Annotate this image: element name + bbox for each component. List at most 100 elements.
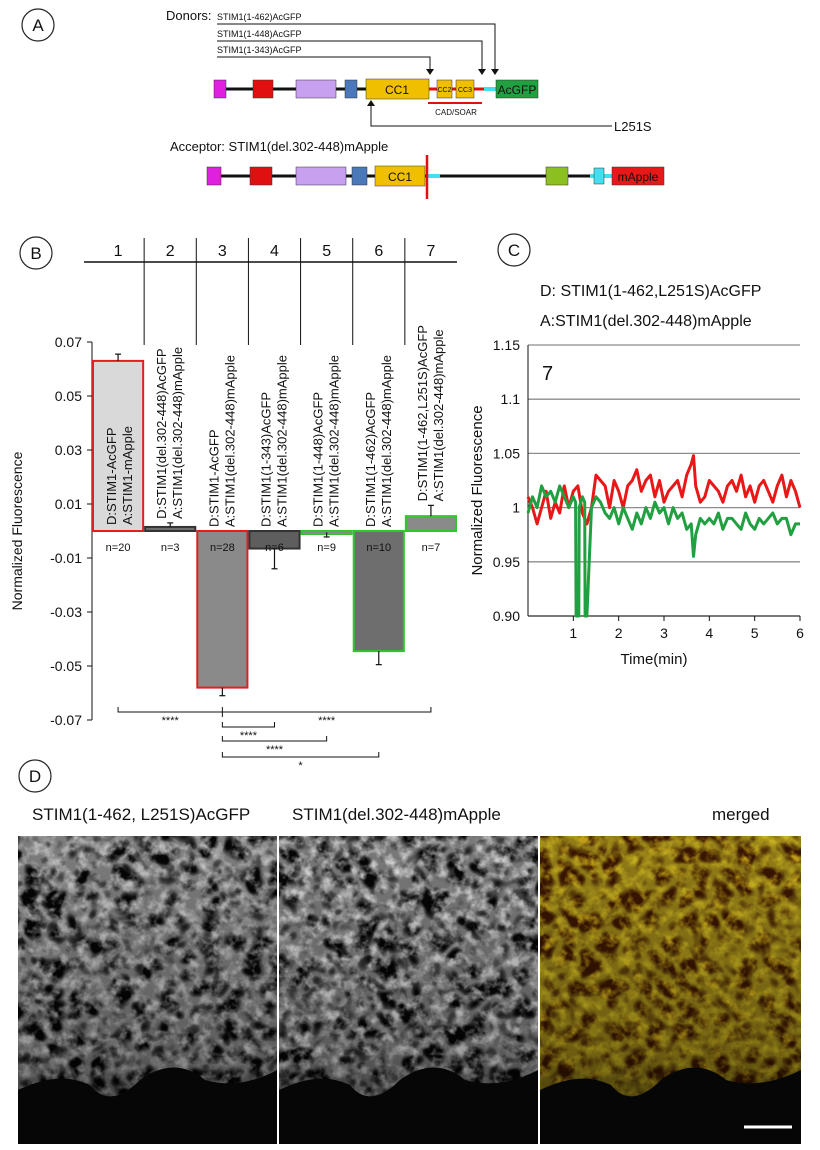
condition-acceptor: A:STIM1(del.302-448)mApple <box>222 355 237 527</box>
trace-annotation: 7 <box>542 363 553 385</box>
donor-arrows <box>217 23 496 74</box>
panel-b-badge <box>19 236 53 270</box>
y-tick-label: 0.90 <box>493 608 520 624</box>
condition-acceptor: A:STIM1(del.302-448)mApple <box>327 355 342 527</box>
acceptor-domain-blue <box>351 166 368 186</box>
x-tick-label: 5 <box>751 625 759 641</box>
condition-acceptor: A:STIM1-mApple <box>120 426 135 525</box>
condition-donor: D:STIM1(del.302-448)AcGFP <box>154 348 169 519</box>
series-line-acceptor <box>526 454 802 526</box>
bar <box>92 359 145 532</box>
acceptor-cc1-label: CC1 <box>388 170 412 184</box>
y-tick-label: 1.05 <box>493 445 520 461</box>
acceptor-domain-cyan <box>593 167 605 185</box>
category-label: 2 <box>166 243 175 260</box>
condition-acceptor: A:STIM1(del.302-448)mApple <box>170 347 185 519</box>
donor-domain-magenta <box>213 79 227 99</box>
cad-soar-label: CAD/SOAR <box>435 108 477 117</box>
bar <box>404 515 458 533</box>
condition-donor: D:STIM1-AcGFP <box>206 429 221 527</box>
image-title-merged: merged <box>712 805 770 824</box>
n-label: n=3 <box>161 542 180 554</box>
x-axis-label: Time(min) <box>621 651 688 668</box>
acceptor-domain-red <box>249 166 273 186</box>
condition-donor: D:STIM1(1-343)AcGFP <box>259 392 274 527</box>
micrograph-mapple <box>279 836 538 1144</box>
acceptor-domain-lime <box>545 166 569 186</box>
y-tick-label: 0.95 <box>493 554 520 570</box>
line-chart-c: 1.15 1.1 1.05 1 0.95 0.90 1 2 3 4 5 6 Time(min) Norma… <box>469 337 804 668</box>
bar <box>144 525 197 533</box>
acceptor-domain-mapple <box>611 166 665 186</box>
condition-donor: D:STIM1(1-462)AcGFP <box>363 392 378 527</box>
significance-label: **** <box>162 715 180 727</box>
condition-donor: D:STIM1(1-448)AcGFP <box>311 392 326 527</box>
donor-domain-lavender <box>295 79 337 99</box>
category-label: 7 <box>426 243 435 260</box>
significance-label: **** <box>318 715 336 727</box>
panel-a-badge <box>21 8 55 42</box>
significance-label: **** <box>266 744 284 756</box>
panel-c: C D: STIM1(1-462,L251S)AcGFP A:STIM1(del… <box>469 233 804 668</box>
y-tick-label: -0.07 <box>50 712 82 728</box>
donors-label: Donors: <box>166 8 212 23</box>
micrograph-acgfp <box>18 836 277 1144</box>
image-title-mapple: STIM1(del.302-448)mApple <box>292 805 501 824</box>
panel-b-label: B <box>30 244 41 263</box>
category-label: 3 <box>218 243 227 260</box>
y-axis-label: Normalized Fluorescence <box>9 451 25 610</box>
n-label: n=20 <box>106 542 131 554</box>
y-tick-label: 0.01 <box>55 496 82 512</box>
y-tick-label: 0.03 <box>55 442 82 458</box>
donor-domain-blue <box>344 79 358 99</box>
micrograph-merged <box>540 836 801 1144</box>
x-tick-label: 1 <box>569 625 577 641</box>
y-tick-label: 0.05 <box>55 388 82 404</box>
significance-label: **** <box>240 730 258 742</box>
condition-donor: D:STIM1-AcGFP <box>104 427 119 525</box>
mutation-arrow <box>370 101 612 127</box>
category-label: 6 <box>374 243 383 260</box>
donor-domain-cc3 <box>455 79 475 99</box>
y-tick-label: -0.01 <box>50 550 82 566</box>
x-tick-label: 3 <box>660 625 668 641</box>
significance-bracket <box>117 707 432 713</box>
panel-c-badge <box>497 233 531 267</box>
acceptor-domain-lavender <box>295 166 347 186</box>
category-label: 5 <box>322 243 331 260</box>
donor-domain-cc2 <box>436 79 453 99</box>
donor-domain-cc1 <box>365 78 430 100</box>
n-label: n=9 <box>317 542 336 554</box>
image-title-acgfp: STIM1(1-462, L251S)AcGFP <box>32 805 250 824</box>
donor-cc1-label: CC1 <box>385 83 409 97</box>
acceptor-mapple-label: mApple <box>618 170 659 184</box>
donor-domain-red <box>252 79 274 99</box>
category-label: 4 <box>270 243 279 260</box>
acceptor-domain-magenta <box>206 166 222 186</box>
bar <box>352 530 405 653</box>
significance-bracket <box>221 722 275 728</box>
panel-b: B 1 2 3 4 5 6 7 0.07 0.05 0.03 0.01 -0.01 -0.03 -0.05… <box>9 236 458 772</box>
y-tick-label: -0.05 <box>50 658 82 674</box>
series-line-donor <box>526 484 800 618</box>
y-tick-label: 0.07 <box>55 334 82 350</box>
condition-acceptor: A:STIM1(del.302-448)mApple <box>379 355 394 527</box>
significance-bracket <box>221 736 328 742</box>
x-tick-label: 4 <box>705 625 713 641</box>
significance-bracket <box>221 752 380 758</box>
y-tick-label: 1 <box>512 500 520 516</box>
bar <box>196 530 249 689</box>
bar-chart-b: 1 2 3 4 5 6 7 0.07 0.05 0.03 0.01 -0.01 -0.03 -0.05 -0… <box>9 238 458 772</box>
panel-a: A Donors: STIM1(1-462)AcGFP STIM1(1-448)… <box>21 8 665 199</box>
n-label: n=28 <box>210 542 235 554</box>
n-label: n=6 <box>265 542 284 554</box>
panel-d: D STIM1(1-462, L251S)AcGFP STIM1(del.302… <box>18 759 801 1144</box>
panel-d-badge <box>18 759 52 793</box>
y-tick-label: -0.03 <box>50 604 82 620</box>
panel-c-label: C <box>508 241 520 260</box>
donor-cc3-label: CC3 <box>458 87 472 94</box>
y-tick-label: 1.1 <box>501 391 521 407</box>
donor-3-label: STIM1(1-343)AcGFP <box>217 45 302 55</box>
x-tick-label: 6 <box>796 625 804 641</box>
